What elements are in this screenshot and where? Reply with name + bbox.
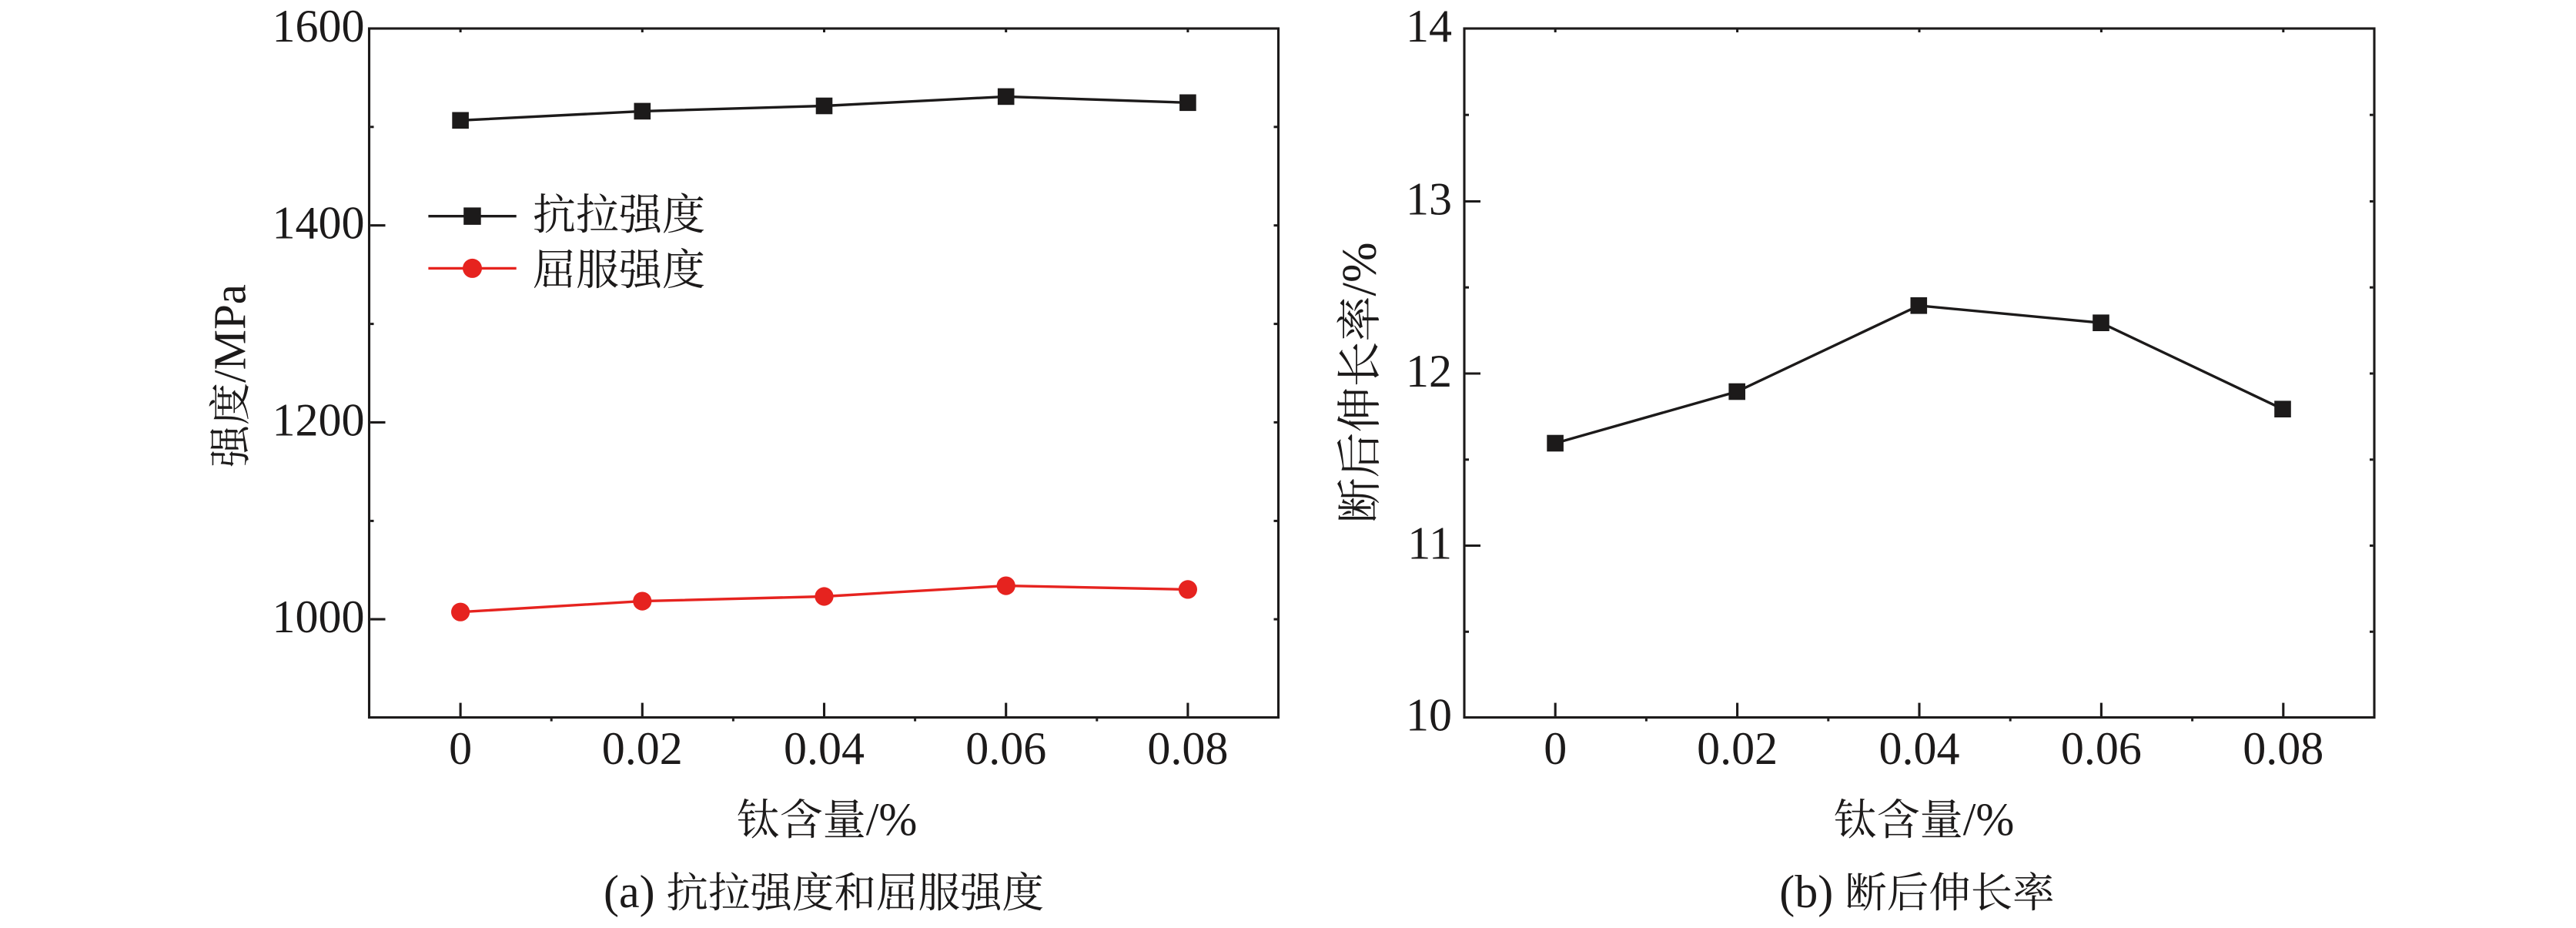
- svg-text:0.06: 0.06: [2061, 723, 2142, 774]
- svg-text:(b): (b): [1779, 866, 1833, 917]
- svg-text:0.02: 0.02: [602, 723, 683, 774]
- svg-text:1000: 1000: [273, 591, 365, 642]
- svg-text:(a): (a): [604, 866, 655, 917]
- svg-text:0.08: 0.08: [2243, 723, 2323, 774]
- svg-text:0: 0: [449, 723, 472, 774]
- svg-text:12: 12: [1406, 346, 1452, 397]
- svg-text:/%: /%: [1963, 794, 2015, 845]
- svg-text:0.04: 0.04: [784, 723, 865, 774]
- svg-text:0.04: 0.04: [1879, 723, 1960, 774]
- svg-text:1400: 1400: [273, 198, 365, 249]
- svg-text:/MPa: /MPa: [204, 284, 255, 383]
- svg-text:/%: /%: [1332, 243, 1386, 296]
- svg-text:10: 10: [1406, 690, 1452, 741]
- svg-text:/%: /%: [866, 794, 918, 845]
- svg-text:1600: 1600: [273, 1, 365, 52]
- svg-text:14: 14: [1406, 1, 1452, 52]
- svg-text:0.02: 0.02: [1697, 723, 1778, 774]
- svg-text:1200: 1200: [273, 394, 365, 445]
- svg-text:13: 13: [1406, 174, 1452, 225]
- svg-text:0.06: 0.06: [965, 723, 1046, 774]
- svg-text:0: 0: [1544, 723, 1567, 774]
- svg-text:11: 11: [1407, 518, 1452, 569]
- svg-text:0.08: 0.08: [1147, 723, 1228, 774]
